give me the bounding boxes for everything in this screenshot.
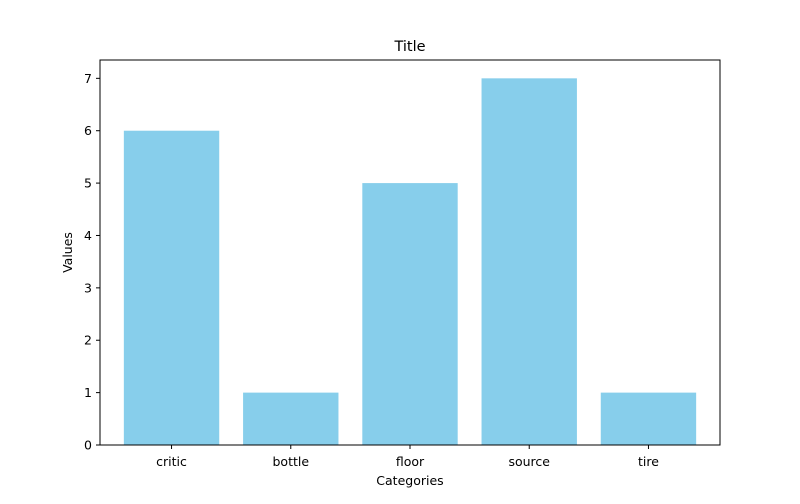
- bar-bottle: [243, 392, 339, 445]
- y-axis-label: Values: [60, 232, 75, 273]
- x-axis-ticks: critic bottle floor source tire: [156, 445, 659, 469]
- y-axis-ticks: 0 1 2 3 4 5 6 7: [84, 71, 100, 453]
- x-axis-label: Categories: [376, 473, 443, 488]
- y-tick-label: 3: [84, 280, 92, 295]
- bar-floor: [362, 183, 458, 445]
- bars-group: [123, 78, 697, 445]
- y-tick-label: 4: [84, 228, 92, 243]
- y-tick-label: 2: [84, 333, 92, 348]
- y-tick-label: 0: [84, 438, 92, 453]
- y-tick-label: 6: [84, 123, 92, 138]
- y-tick-label: 5: [84, 176, 92, 191]
- bar-critic: [123, 130, 220, 445]
- bar-tire: [600, 392, 697, 445]
- x-tick-label: tire: [638, 454, 659, 469]
- y-tick-label: 1: [84, 385, 92, 400]
- x-tick-label: floor: [396, 454, 425, 469]
- plot-frame: [99, 59, 721, 446]
- y-tick-label: 7: [84, 71, 92, 86]
- chart-title: Title: [393, 39, 425, 55]
- bar-source: [481, 78, 577, 445]
- x-tick-label: source: [508, 454, 550, 469]
- x-tick-label: bottle: [272, 454, 309, 469]
- x-tick-label: critic: [156, 454, 187, 469]
